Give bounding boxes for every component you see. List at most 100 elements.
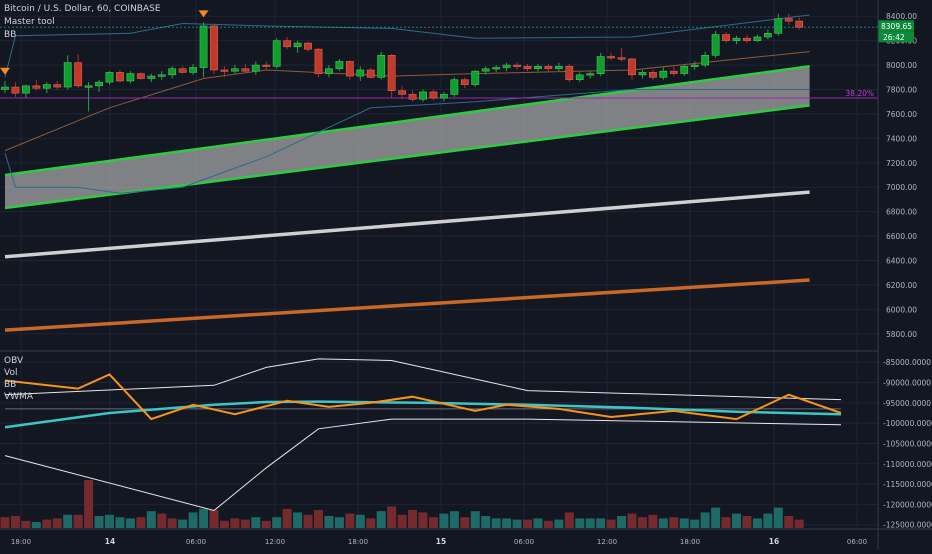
volume-bar	[512, 519, 522, 528]
legend-vwma[interactable]: VWMA	[4, 392, 34, 402]
price-tag-bg	[878, 20, 914, 32]
time-tick-label: 16	[769, 537, 779, 546]
ma-white-line	[4, 190, 810, 259]
candles[interactable]	[1, 13, 804, 112]
volume-bar	[10, 516, 20, 528]
candle-body	[701, 54, 710, 66]
legend-vol[interactable]: Vol	[4, 368, 17, 378]
volume-bar	[794, 519, 804, 528]
candle-body	[168, 68, 177, 76]
candle-body	[32, 85, 41, 89]
volume-bar	[784, 516, 794, 528]
candle-body	[638, 72, 647, 76]
volume-bar	[314, 510, 323, 528]
time-tick-label: 15	[436, 537, 446, 546]
bb-upper-line	[4, 14, 810, 78]
price-tick-label: 6800.00	[886, 208, 917, 217]
volume-bar	[73, 514, 83, 528]
volume-bar	[345, 513, 355, 528]
price-tick-label: 6000.00	[886, 305, 917, 314]
volume-bars	[0, 480, 804, 528]
volume-bar	[42, 519, 52, 528]
down-triangle-marker	[198, 10, 209, 18]
countdown-tag-label: 26:42	[883, 33, 905, 42]
volume-bar	[752, 518, 762, 528]
ma-orange-line	[4, 278, 810, 332]
volume-bar	[408, 510, 418, 528]
obv-tick-label: -100000.0000	[883, 419, 932, 428]
candle-body	[575, 74, 584, 81]
candle-body	[774, 18, 783, 34]
candle-body	[419, 91, 427, 100]
candle-body	[199, 25, 208, 68]
obv-tick-label: -95000.0000	[883, 399, 931, 408]
event-markers	[0, 10, 209, 75]
volume-bar	[585, 518, 595, 528]
obv-tick-label: -85000.0000	[883, 358, 931, 367]
candle-body	[607, 56, 615, 59]
candle-body	[711, 34, 720, 56]
channel-lower-line	[4, 104, 810, 210]
down-triangle-marker	[0, 67, 10, 75]
legend-obv[interactable]: OBV	[4, 356, 24, 366]
volume-bar	[502, 518, 512, 528]
candle-body	[408, 94, 417, 100]
volume-bar	[209, 510, 219, 528]
volume-bar	[481, 516, 491, 528]
price-tick-label: 7600.00	[886, 110, 917, 119]
obv-tick-label: -90000.0000	[883, 378, 931, 387]
volume-bar	[157, 513, 167, 528]
candle-body	[220, 69, 229, 72]
time-tick-label: 18:00	[680, 538, 700, 546]
time-tick-label: 18:00	[11, 538, 31, 546]
legend-bb-lower[interactable]: BB	[4, 380, 16, 390]
candle-body	[586, 73, 595, 76]
volume-bar	[470, 511, 480, 528]
legend-master-tool[interactable]: Master tool	[4, 17, 55, 27]
obv-bb-upper	[4, 358, 842, 401]
volume-bar	[21, 520, 31, 528]
volume-bar	[564, 512, 574, 528]
bb-lower-line	[4, 89, 810, 194]
obv-line	[4, 373, 842, 421]
obv-lines	[4, 358, 842, 512]
candle-body	[534, 65, 542, 70]
candle-body	[659, 70, 668, 78]
volume-bar	[543, 520, 553, 528]
volume-bar	[178, 519, 188, 528]
volume-bar	[251, 517, 261, 528]
volume-bar	[146, 511, 156, 528]
candle-body	[293, 42, 302, 48]
candle-body	[304, 42, 312, 50]
volume-bar	[721, 517, 731, 528]
time-axis[interactable]: 18:00 14 06:00 12:00 18:00 15 06:00 12:00 18:00 1…	[0, 528, 932, 546]
candle-body	[795, 20, 804, 28]
volume-bar	[418, 512, 428, 528]
candle-body	[272, 40, 281, 67]
candle-body	[345, 61, 354, 77]
volume-bar	[334, 517, 344, 528]
volume-bar	[648, 514, 658, 528]
candle-body	[178, 68, 187, 73]
volume-bar	[230, 518, 240, 528]
candle-body	[398, 90, 406, 95]
candle-body	[356, 69, 365, 77]
channel-band	[4, 65, 810, 210]
chart-title: Bitcoin / U.S. Dollar, 60, COINBASE	[4, 4, 161, 14]
obv-bb-lower	[4, 418, 842, 512]
volume-bar	[554, 519, 564, 528]
candle-body	[95, 81, 103, 87]
volume-bar	[773, 507, 783, 528]
candle-body	[387, 54, 396, 92]
volume-bar	[293, 512, 303, 528]
price-tick-label: 6200.00	[886, 281, 917, 290]
legend-bb[interactable]: BB	[4, 30, 16, 40]
price-tick-label: 7800.00	[886, 86, 917, 95]
candle-body	[722, 34, 730, 41]
volume-bar	[690, 519, 700, 528]
candle-body	[763, 33, 772, 38]
candle-body	[11, 86, 20, 94]
price-axis[interactable]: 8400.008200.008000.007800.007600.007400.…	[0, 12, 932, 530]
